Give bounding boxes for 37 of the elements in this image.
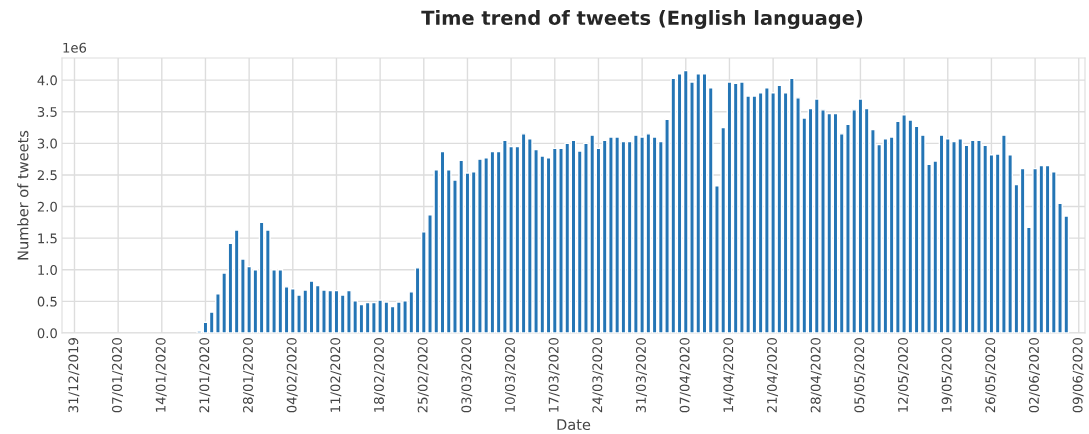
x-tick-label: 21/04/2020 <box>766 338 778 413</box>
y-tick-label: 3.5 <box>37 106 57 117</box>
x-tick-label: 04/02/2020 <box>286 338 298 413</box>
x-tick-label: 28/01/2020 <box>242 338 254 413</box>
x-axis-title: Date <box>557 419 591 431</box>
x-tick-label: 07/01/2020 <box>111 338 124 413</box>
x-tick-label: 11/02/2020 <box>330 338 342 412</box>
x-tick-label: 02/06/2020 <box>1028 338 1040 413</box>
x-tick-label: 21/01/2020 <box>199 338 211 413</box>
x-tick-label: 09/06/2020 <box>1072 338 1084 413</box>
y-tick-label: 0.0 <box>37 328 57 339</box>
x-tick-label: 18/02/2020 <box>373 338 385 412</box>
x-tick-label: 25/02/2020 <box>417 338 429 413</box>
x-tick-label: 24/03/2020 <box>592 338 604 413</box>
x-tick-label: 14/04/2020 <box>723 338 735 412</box>
y-tick-label: 1.5 <box>38 233 57 244</box>
y-tick-label: 2.5 <box>37 170 57 181</box>
x-tick-label: 28/04/2020 <box>810 338 822 413</box>
y-tick-label: 0.5 <box>37 296 57 307</box>
y-axis-title: Number of tweets <box>17 130 29 260</box>
x-tick-label: 31/12/2019 <box>68 338 80 413</box>
x-tick-label: 14/01/2020 <box>155 338 167 412</box>
x-tick-label: 19/05/2020 <box>941 338 953 412</box>
y-tick-label: 3.0 <box>37 138 57 149</box>
x-tick-label: 31/03/2020 <box>635 338 647 413</box>
x-tick-label: 17/03/2020 <box>548 338 560 412</box>
chart-title: Time trend of tweets (English language) <box>421 10 863 30</box>
text: 1e6 <box>63 42 87 53</box>
y-tick-label: 2.0 <box>37 201 57 212</box>
x-tick-label: 05/05/2020 <box>854 338 866 413</box>
x-tick-label: 03/03/2020 <box>461 338 473 413</box>
y-tick-label: 4.0 <box>37 75 57 86</box>
y-tick-label: 1.0 <box>38 265 57 275</box>
x-tick-label: 12/05/2020 <box>897 338 909 412</box>
x-tick-label: 10/03/2020 <box>504 338 516 412</box>
x-tick-label: 26/05/2020 <box>985 338 997 413</box>
x-tick-label: 07/04/2020 <box>679 338 691 413</box>
